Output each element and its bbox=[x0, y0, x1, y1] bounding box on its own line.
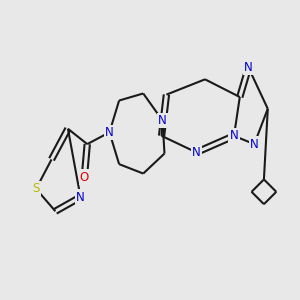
Text: S: S bbox=[32, 182, 40, 195]
Text: N: N bbox=[230, 129, 238, 142]
Text: N: N bbox=[244, 61, 253, 74]
Text: N: N bbox=[192, 146, 201, 159]
Text: O: O bbox=[80, 171, 89, 184]
Text: N: N bbox=[105, 126, 114, 139]
Text: N: N bbox=[158, 114, 167, 127]
Text: N: N bbox=[76, 190, 85, 204]
Text: N: N bbox=[250, 138, 259, 151]
